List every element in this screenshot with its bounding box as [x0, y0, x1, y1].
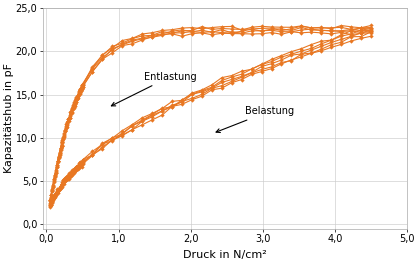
X-axis label: Druck in N/cm²: Druck in N/cm²: [183, 250, 267, 260]
Text: Entlastung: Entlastung: [111, 72, 197, 106]
Text: Belastung: Belastung: [216, 106, 294, 133]
Y-axis label: Kapazitätshub in pF: Kapazitätshub in pF: [4, 63, 14, 173]
